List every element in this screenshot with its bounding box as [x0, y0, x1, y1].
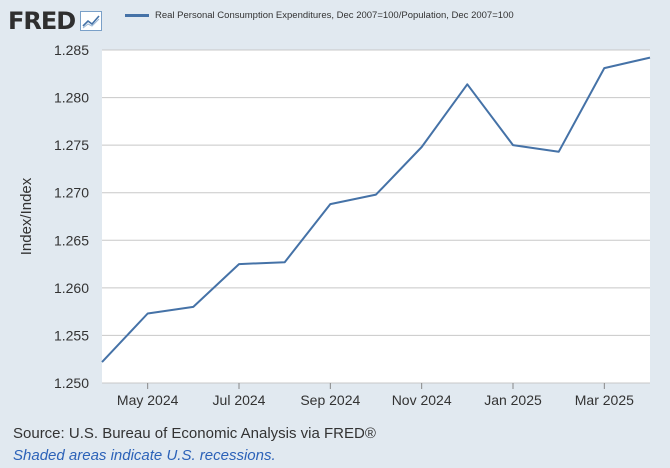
- source-link[interactable]: U.S. Bureau of Economic Analysis via FRE…: [68, 425, 376, 442]
- data-point: [328, 202, 333, 207]
- grid-lines: [102, 49, 650, 384]
- recession-note: Shaded areas indicate U.S. recessions.: [13, 447, 276, 464]
- y-tick-label: 1.270: [54, 185, 89, 201]
- data-point: [282, 260, 287, 265]
- fred-logo-text: FRED: [8, 7, 76, 35]
- data-point: [191, 304, 196, 309]
- x-tick-label: May 2024: [117, 392, 179, 408]
- data-point: [465, 82, 470, 87]
- legend-label: Real Personal Consumption Expenditures, …: [155, 10, 514, 21]
- data-point: [237, 262, 242, 267]
- y-tick-label: 1.260: [54, 280, 89, 296]
- fred-logo[interactable]: FRED: [8, 6, 103, 36]
- y-tick-label: 1.265: [54, 232, 89, 248]
- data-point: [648, 55, 653, 60]
- y-tick-label: 1.280: [54, 90, 89, 106]
- x-axis-ticks: May 2024 Jul 2024 Sep 2024 Nov 2024 Jan 2025…: [117, 383, 634, 408]
- x-tick-label: Mar 2025: [575, 392, 634, 408]
- data-point: [145, 311, 150, 316]
- x-tick-label: Jul 2024: [213, 392, 266, 408]
- plot-area: [102, 50, 650, 383]
- data-point: [511, 143, 516, 148]
- chart-legend: Real Personal Consumption Expenditures, …: [125, 10, 514, 21]
- y-axis-ticks: 1.250 1.255 1.260 1.265 1.270 1.275 1.280 1.285: [54, 42, 89, 391]
- data-point: [602, 66, 607, 71]
- y-tick-label: 1.250: [54, 375, 89, 391]
- series-line: [101, 56, 651, 363]
- source-text: Source: U.S. Bureau of Economic Analysis…: [13, 425, 376, 442]
- x-tick-label: Jan 2025: [484, 392, 542, 408]
- line-chart-icon: [80, 11, 103, 31]
- legend-swatch: [125, 14, 149, 17]
- y-axis-label: Index/Index: [18, 177, 35, 255]
- series-group: [100, 55, 653, 365]
- data-point: [419, 145, 424, 150]
- x-tick-label: Sep 2024: [300, 392, 360, 408]
- data-point: [100, 360, 105, 365]
- line-chart: 1.250 1.255 1.260 1.265 1.270 1.275 1.280 1.285…: [18, 42, 653, 408]
- y-tick-label: 1.285: [54, 42, 89, 58]
- data-point: [374, 192, 379, 197]
- y-tick-label: 1.275: [54, 137, 89, 153]
- y-tick-label: 1.255: [54, 327, 89, 343]
- x-tick-label: Nov 2024: [392, 392, 452, 408]
- data-point: [556, 149, 561, 154]
- source-prefix: Source:: [13, 425, 69, 442]
